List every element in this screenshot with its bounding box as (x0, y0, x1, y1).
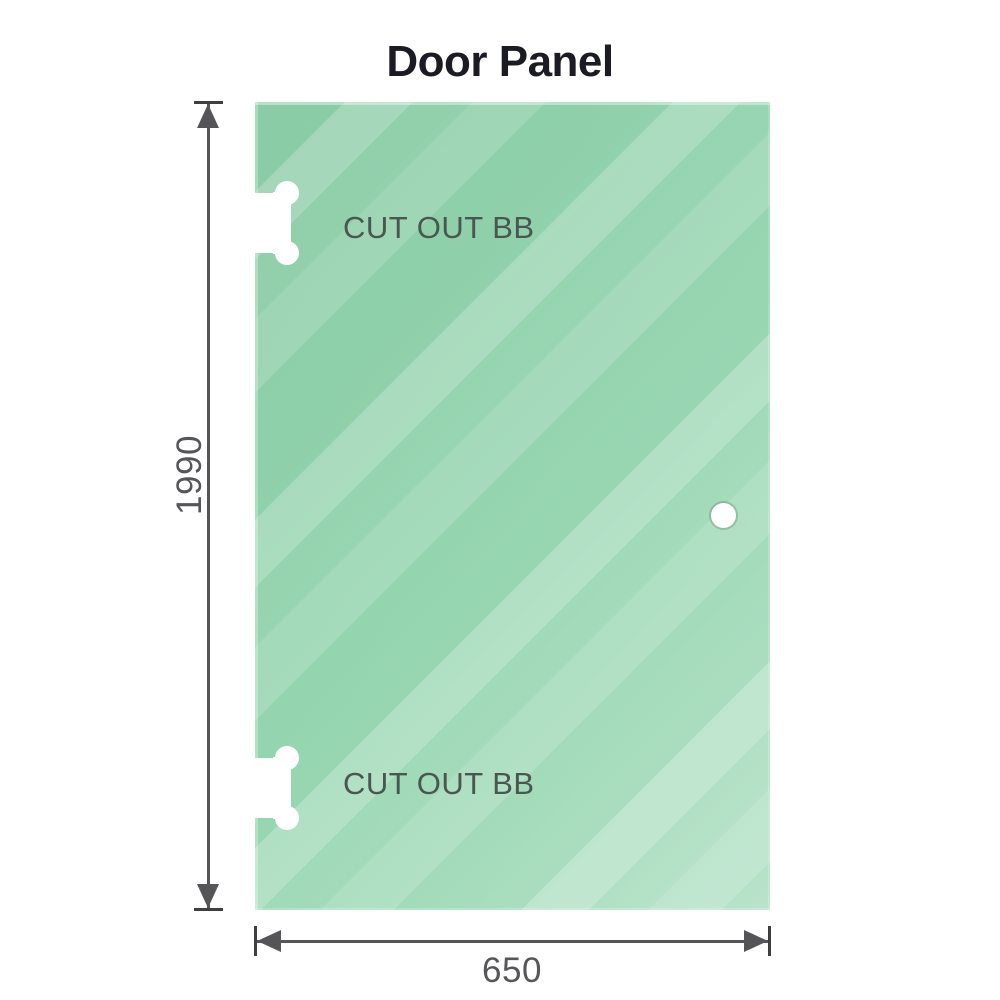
dimension-line-vertical (207, 102, 210, 910)
cutout-label-lower: CUT OUT BB (343, 766, 535, 801)
panel-glass-gradient (255, 102, 770, 910)
cutout-lobe-bottom (275, 241, 299, 265)
dimension-tick-right (768, 926, 771, 956)
cutout-lobe-top (275, 746, 299, 770)
cutout-bb-lower (255, 745, 299, 831)
handle-hole (711, 503, 736, 528)
dimension-tick-top (194, 101, 223, 104)
cutout-bridge (273, 192, 285, 254)
cutout-label-upper: CUT OUT BB (343, 210, 535, 245)
arrow-right-icon (744, 930, 768, 952)
dimension-label-width: 650 (482, 951, 542, 990)
arrow-left-icon (257, 930, 281, 952)
dimension-tick-left (254, 926, 257, 956)
panel-glass-fill (255, 102, 770, 910)
arrow-up-icon (197, 104, 219, 128)
cutout-lobe-top (275, 181, 299, 205)
door-panel: CUT OUT BB CUT OUT BB (255, 102, 770, 910)
page-title: Door Panel (386, 37, 614, 86)
panel-glass-sheen-bands (255, 102, 770, 910)
dimension-line-horizontal (255, 940, 770, 943)
dimension-tick-bottom (194, 908, 223, 911)
dimension-label-height: 1990 (170, 435, 209, 515)
arrow-down-icon (197, 884, 219, 908)
cutout-bridge (273, 757, 285, 819)
cutout-lobe-bottom (275, 806, 299, 830)
cutout-bb-upper (255, 180, 299, 266)
